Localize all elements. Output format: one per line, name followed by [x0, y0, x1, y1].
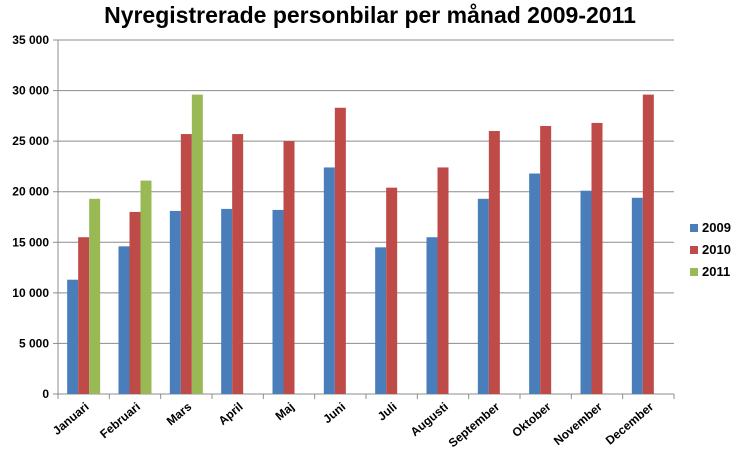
legend-swatch-2009 — [690, 224, 698, 232]
legend-label-2010: 2010 — [702, 242, 731, 257]
axes: 0 5 000 10 000 15 000 20 000 25 000 30 000 35 0… — [12, 33, 675, 401]
x-tick-label: April — [216, 400, 246, 428]
chart-title: Nyregistrerade personbilar per månad 200… — [104, 2, 636, 28]
x-tick-label: Juli — [375, 400, 400, 424]
bar-2010-april — [232, 134, 244, 394]
bar-2010-februari — [129, 211, 141, 394]
y-tick-label: 20 000 — [12, 185, 49, 199]
x-tick-label: Augusti — [408, 400, 451, 439]
bar-2009-augusti — [426, 237, 438, 394]
bar-2009-maj — [272, 209, 284, 394]
bar-2010-juni — [334, 107, 346, 394]
bar-2010-mars — [180, 134, 192, 394]
bars — [67, 94, 654, 395]
y-tick-label: 35 000 — [12, 33, 49, 47]
bar-2009-juni — [323, 167, 335, 394]
bar-2010-september — [488, 131, 500, 394]
legend-label-2009: 2009 — [702, 220, 731, 235]
legend: 2009 2010 2011 — [690, 220, 731, 279]
y-tick-label: 25 000 — [12, 134, 49, 148]
bar-2009-oktober — [529, 173, 541, 394]
bar-2009-december — [631, 197, 643, 394]
x-tick-label: September — [446, 399, 503, 450]
y-tick-label: 0 — [42, 387, 49, 401]
bar-2011-februari — [140, 180, 152, 394]
y-tick-label: 30 000 — [12, 84, 49, 98]
bar-2010-november — [591, 122, 603, 395]
bar-2011-mars — [191, 94, 203, 395]
x-tick-label: December — [603, 399, 657, 447]
bar-2009-mars — [169, 210, 181, 394]
legend-swatch-2011 — [690, 268, 698, 276]
y-tick-label: 15 000 — [12, 235, 49, 249]
bar-2009-januari — [67, 279, 79, 394]
legend-label-2011: 2011 — [702, 264, 730, 279]
x-tick-label: Maj — [273, 400, 297, 424]
bar-2010-augusti — [437, 167, 449, 394]
x-tick-label: Februari — [97, 400, 143, 442]
legend-swatch-2010 — [690, 246, 698, 254]
bar-2011-januari — [89, 198, 101, 394]
x-tick-label: Oktober — [509, 399, 553, 440]
x-tick-label: Januari — [50, 400, 92, 438]
bar-2010-juli — [386, 187, 398, 394]
bar-2009-september — [477, 198, 489, 394]
y-tick-label: 5 000 — [19, 336, 49, 350]
bar-2010-oktober — [540, 125, 552, 394]
category-labels: Januari Februari Mars April Maj Juni Juli Augus… — [50, 399, 657, 450]
bar-2010-december — [642, 94, 654, 395]
bar-2009-november — [580, 190, 592, 394]
bar-2010-januari — [78, 237, 90, 394]
bar-2010-maj — [283, 141, 295, 394]
x-tick-label: Juni — [320, 400, 348, 427]
bar-2009-april — [221, 208, 233, 394]
x-tick-label: Mars — [164, 399, 195, 428]
x-tick-label: November — [551, 399, 605, 448]
bar-2009-juli — [375, 247, 387, 394]
y-tick-label: 10 000 — [12, 286, 49, 300]
bar-2009-februari — [118, 246, 130, 394]
